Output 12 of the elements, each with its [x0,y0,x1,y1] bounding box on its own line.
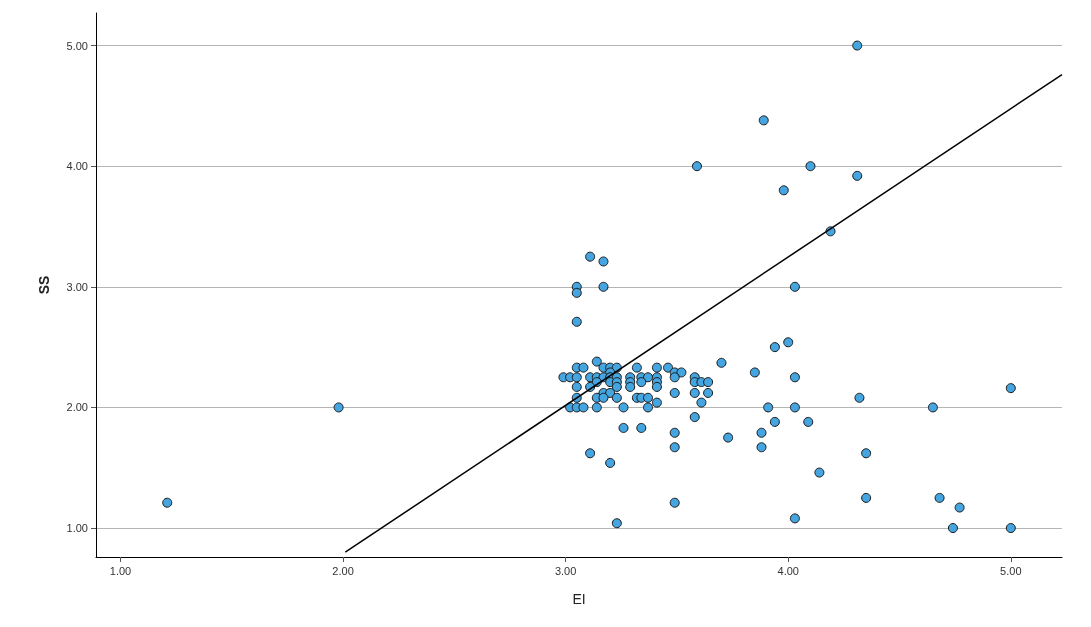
y-axis-title: SS [36,275,52,295]
y-tick-label: 5.00 [66,39,88,52]
x-tick-label: 4.00 [777,564,799,577]
x-tick-label: 3.00 [554,564,577,577]
y-tick-label: 1.00 [66,522,88,535]
y-tick-label: 2.00 [66,401,88,414]
x-tick-label: 5.00 [1000,564,1022,577]
x-axis-title: EI [572,591,586,607]
x-tick-label: 1.00 [109,564,132,577]
y-tick-label: 4.00 [66,160,88,173]
y-tick-label: 3.00 [66,280,88,293]
x-tick-label: 2.00 [332,564,354,577]
